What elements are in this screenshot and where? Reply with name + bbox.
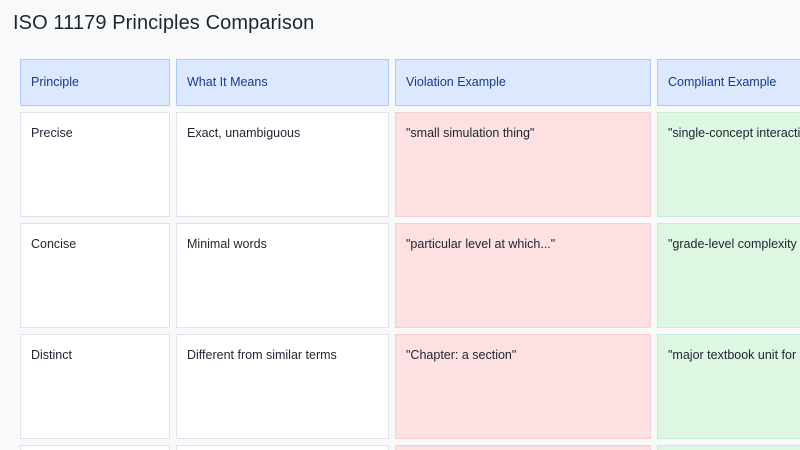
cell-meaning: Minimal words — [176, 223, 389, 328]
cell-principle-text: Precise — [31, 126, 73, 140]
cell-compliant: "major textbook unit for reference" — [657, 334, 800, 439]
cell-compliant-text: "grade-level complexity descriptor" — [668, 237, 800, 251]
cell-meaning-text: Minimal words — [187, 237, 267, 251]
table-body: Precise Exact, unambiguous "small simula… — [20, 112, 800, 450]
table-scroll-container[interactable]: Principle What It Means Violation Exampl… — [0, 53, 800, 450]
cell-principle: Precise — [20, 112, 170, 217]
column-header-principle-label: Principle — [31, 75, 79, 89]
cell-meaning: Exact, unambiguous — [176, 112, 389, 217]
cell-violation-text: "particular level at which..." — [406, 237, 556, 251]
column-header-violation-example[interactable]: Violation Example — [395, 59, 651, 106]
table-header-row: Principle What It Means Violation Exampl… — [20, 59, 800, 106]
cell-compliant: "single-concept interactive simulation" — [657, 112, 800, 217]
column-header-compliant-example[interactable]: Compliant Example — [657, 59, 800, 106]
cell-principle-text: Distinct — [31, 348, 72, 362]
page-title: ISO 11179 Principles Comparison — [13, 12, 315, 34]
cell-compliant-text: "single-concept interactive simulation" — [668, 126, 800, 140]
column-header-violation-example-label: Violation Example — [406, 75, 506, 89]
cell-compliant — [657, 445, 800, 450]
table-row — [20, 445, 800, 450]
cell-meaning: Different from similar terms — [176, 334, 389, 439]
table-header: Principle What It Means Violation Exampl… — [20, 59, 800, 106]
cell-principle: Distinct — [20, 334, 170, 439]
cell-meaning — [176, 445, 389, 450]
cell-principle-text: Concise — [31, 237, 77, 251]
cell-violation-text: "small simulation thing" — [406, 126, 535, 140]
cell-compliant: "grade-level complexity descriptor" — [657, 223, 800, 328]
cell-compliant-text: "major textbook unit for reference" — [668, 348, 800, 362]
cell-principle — [20, 445, 170, 450]
column-header-what-it-means-label: What It Means — [187, 75, 268, 89]
column-header-principle[interactable]: Principle — [20, 59, 170, 106]
cell-meaning-text: Different from similar terms — [187, 348, 337, 362]
cell-violation — [395, 445, 651, 450]
column-header-what-it-means[interactable]: What It Means — [176, 59, 389, 106]
iso-principles-comparison-table: Principle What It Means Violation Exampl… — [14, 53, 800, 450]
cell-violation-text: "Chapter: a section" — [406, 348, 517, 362]
table-row: Distinct Different from similar terms "C… — [20, 334, 800, 439]
table-row: Concise Minimal words "particular level … — [20, 223, 800, 328]
cell-principle: Concise — [20, 223, 170, 328]
cell-violation: "Chapter: a section" — [395, 334, 651, 439]
column-header-compliant-example-label: Compliant Example — [668, 75, 777, 89]
cell-violation: "small simulation thing" — [395, 112, 651, 217]
cell-meaning-text: Exact, unambiguous — [187, 126, 301, 140]
cell-violation: "particular level at which..." — [395, 223, 651, 328]
table-row: Precise Exact, unambiguous "small simula… — [20, 112, 800, 217]
